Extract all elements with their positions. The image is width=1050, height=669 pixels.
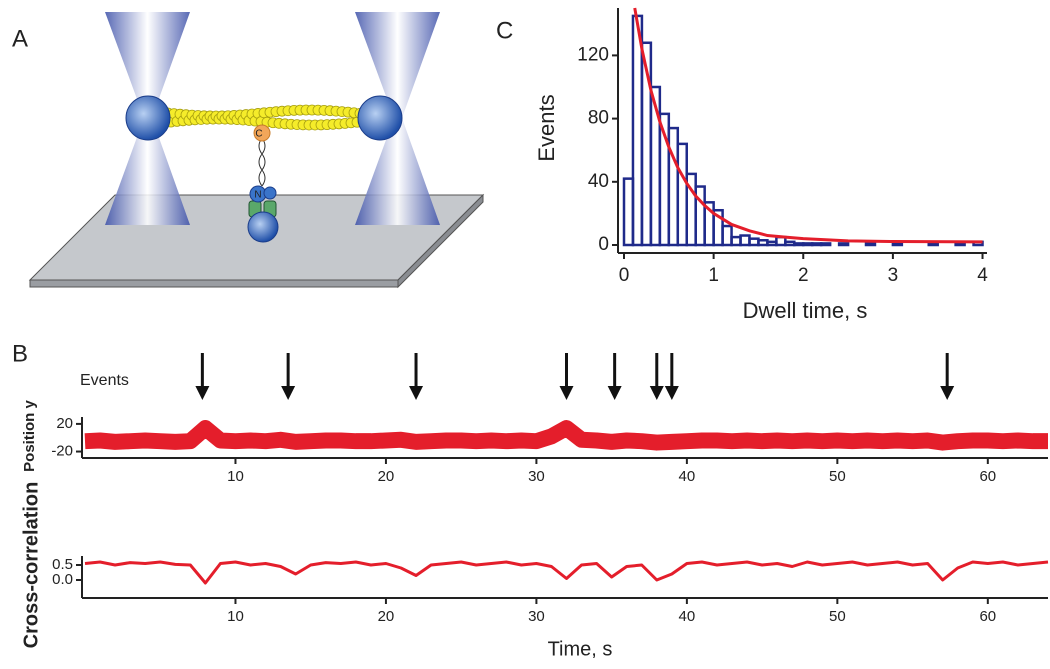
y-axis-label: Cross-correlation	[20, 482, 42, 649]
histogram-bar	[954, 242, 966, 247]
diagram: C N	[28, 12, 485, 289]
x-tick-label: 20	[378, 608, 395, 625]
x-tick-label: 40	[679, 608, 696, 625]
x-tick-label: 50	[829, 608, 846, 625]
histogram-bar	[810, 242, 823, 247]
histogram-bar	[667, 126, 680, 247]
event-arrow	[281, 353, 296, 400]
x-tick-label: 60	[979, 608, 996, 625]
arrow-head	[607, 386, 622, 400]
arrow-head	[195, 386, 210, 400]
y-tick-label: 20	[56, 415, 73, 432]
x-tick-label: 0	[619, 265, 630, 286]
x-tick-label: 30	[528, 468, 545, 485]
y-tick-label: -20	[51, 443, 73, 460]
histogram-bar	[864, 242, 877, 247]
arrow-head	[664, 386, 679, 400]
x-tick-label: 4	[977, 265, 988, 286]
panel-label: A	[12, 25, 28, 52]
trace	[84, 560, 1049, 585]
x-tick-label: 10	[227, 608, 244, 625]
histogram-bar	[730, 235, 742, 247]
histogram-bar	[748, 237, 760, 247]
histogram-bar	[739, 234, 751, 247]
terminus-label: C	[255, 129, 262, 140]
bead	[125, 95, 171, 141]
y-tick-label: 120	[577, 44, 609, 65]
x-tick-label: 50	[829, 468, 846, 485]
x-tick-label: 40	[679, 468, 696, 485]
histogram-bar	[927, 242, 939, 247]
x-tick-label: 60	[979, 468, 996, 485]
anchor-bead	[247, 211, 279, 243]
surface-edge	[29, 279, 399, 288]
x-tick-label: 2	[798, 265, 809, 286]
arrow-head	[281, 386, 296, 400]
y-tick-label: 0.5	[52, 556, 73, 573]
histogram-bar	[766, 240, 778, 247]
x-tick-label: 3	[888, 265, 899, 286]
histogram-bar	[676, 142, 688, 247]
x-tick-label: 1	[708, 265, 719, 286]
histogram-bar	[757, 239, 769, 247]
x-tick-label: 30	[528, 608, 545, 625]
histogram-bar	[721, 224, 733, 247]
histogram-bar	[802, 242, 814, 247]
actin-filament	[162, 104, 369, 131]
event-arrow	[649, 353, 664, 400]
arrow-head	[649, 386, 664, 400]
histogram-bar	[631, 14, 644, 247]
y-tick-label: 80	[588, 108, 609, 129]
panel-label: C	[496, 17, 513, 44]
arrow-head	[559, 386, 574, 400]
events-label: Events	[80, 372, 129, 389]
panel-label: B	[12, 340, 28, 367]
event-arrow	[195, 353, 210, 400]
laser-cone	[105, 12, 190, 118]
histogram-bar	[793, 242, 805, 247]
laser-cone	[355, 12, 440, 118]
c-terminus	[253, 124, 271, 142]
y-tick-label: 0.0	[52, 571, 73, 588]
arrow-head	[409, 386, 424, 400]
histogram-bar	[837, 242, 850, 247]
x-tick-label: 10	[227, 468, 244, 485]
trace	[84, 420, 1048, 451]
tether	[258, 137, 266, 187]
arrow-head	[940, 386, 955, 400]
histogram-bar	[622, 177, 635, 247]
y-tick-label: 0	[598, 234, 609, 255]
y-axis-label: Events	[534, 94, 559, 161]
y-tick-label: 40	[588, 171, 609, 192]
histogram-bar	[819, 242, 832, 247]
laser-cone	[105, 118, 190, 225]
event-arrow	[607, 353, 622, 400]
surface-edge	[397, 193, 484, 289]
y-axis-label: Position y	[21, 400, 38, 472]
tether	[258, 137, 266, 187]
terminus-label: N	[254, 190, 261, 201]
n-terminus	[263, 186, 277, 200]
histogram-bar	[891, 242, 904, 247]
fit-curve	[633, 7, 983, 244]
laser-cone	[355, 118, 440, 225]
event-arrow	[559, 353, 574, 400]
x-axis-label: Dwell time, s	[743, 298, 868, 323]
event-arrow	[409, 353, 424, 400]
event-arrow	[664, 353, 679, 400]
x-tick-label: 20	[378, 468, 395, 485]
event-arrow	[940, 353, 955, 400]
x-axis-label: Time, s	[548, 638, 613, 660]
histogram-bar	[784, 240, 796, 247]
bead	[357, 95, 403, 141]
